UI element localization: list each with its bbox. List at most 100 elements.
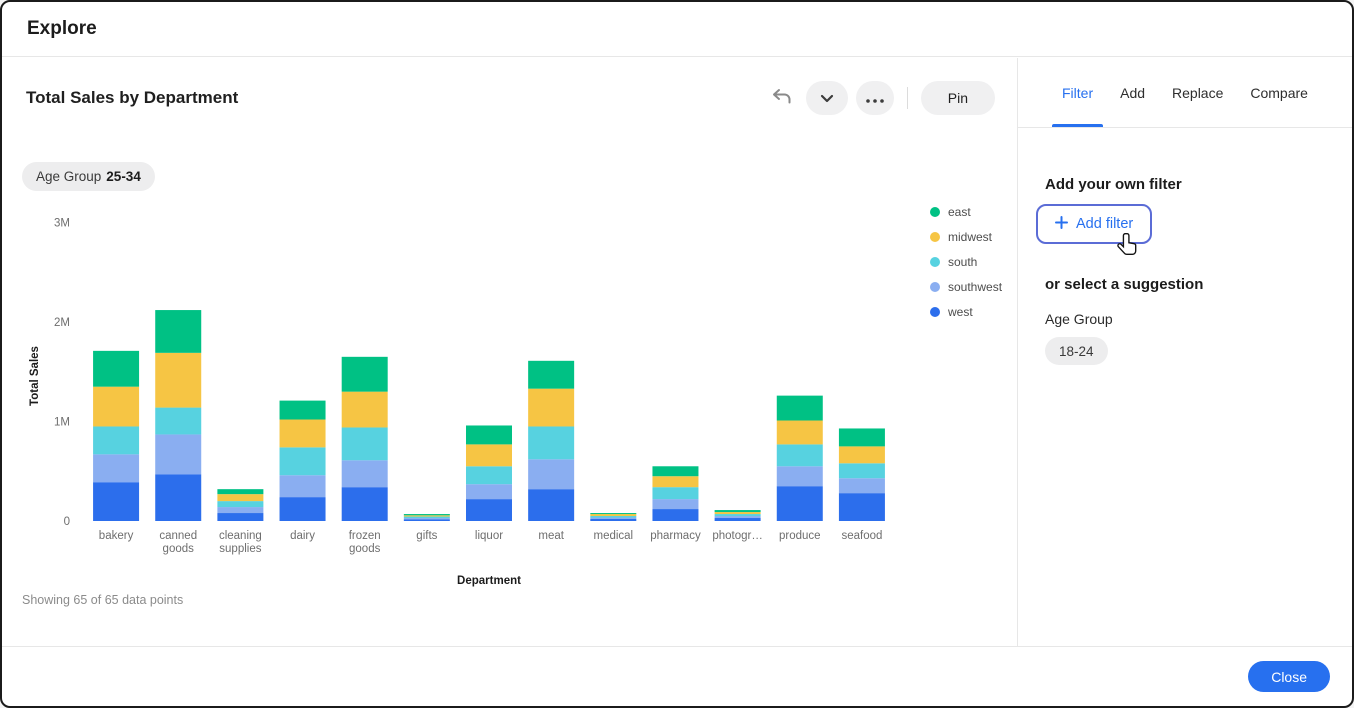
suggestion-group-label: Age Group — [1045, 311, 1113, 327]
bar-segment-south-photogr…[interactable] — [715, 514, 761, 516]
bar-segment-west-photogr…[interactable] — [715, 518, 761, 521]
bar-segment-east-dairy[interactable] — [280, 401, 326, 420]
bar-segment-east-pharmacy[interactable] — [652, 466, 698, 476]
bar-segment-east-seafood[interactable] — [839, 428, 885, 446]
bar-segment-west-medical[interactable] — [590, 519, 636, 521]
legend-item-west[interactable]: west — [930, 305, 1002, 319]
tab-add[interactable]: Add — [1120, 58, 1145, 127]
bar-segment-west-dairy[interactable] — [280, 497, 326, 521]
bar-segment-southwest-frozen goods[interactable] — [342, 460, 388, 487]
tab-compare[interactable]: Compare — [1250, 58, 1308, 127]
legend-item-east[interactable]: east — [930, 205, 1002, 219]
bar-segment-southwest-medical[interactable] — [590, 518, 636, 519]
bar-segment-midwest-dairy[interactable] — [280, 420, 326, 448]
bar-segment-midwest-photogr…[interactable] — [715, 512, 761, 514]
more-options-button[interactable] — [856, 81, 894, 115]
bar-segment-west-gifts[interactable] — [404, 520, 450, 521]
bar-segment-southwest-dairy[interactable] — [280, 475, 326, 497]
legend-item-south[interactable]: south — [930, 255, 1002, 269]
svg-text:pharmacy: pharmacy — [650, 530, 701, 542]
bar-segment-south-cleaning supplies[interactable] — [217, 501, 263, 507]
bar-segment-midwest-canned goods[interactable] — [155, 353, 201, 408]
bar-segment-south-pharmacy[interactable] — [652, 487, 698, 499]
bar-segment-midwest-meat[interactable] — [528, 389, 574, 427]
bar-segment-southwest-photogr…[interactable] — [715, 516, 761, 518]
bar-segment-southwest-cleaning supplies[interactable] — [217, 507, 263, 513]
bar-segment-southwest-liquor[interactable] — [466, 484, 512, 499]
bar-segment-south-gifts[interactable] — [404, 517, 450, 518]
undo-button[interactable] — [766, 81, 798, 115]
legend-label-south: south — [948, 255, 977, 269]
legend-item-southwest[interactable]: southwest — [930, 280, 1002, 294]
bar-segment-west-canned goods[interactable] — [155, 474, 201, 521]
bar-segment-south-frozen goods[interactable] — [342, 427, 388, 460]
bar-segment-southwest-produce[interactable] — [777, 466, 823, 486]
add-filter-button[interactable]: Add filter — [1036, 204, 1152, 244]
legend-label-midwest: midwest — [948, 230, 992, 244]
data-points-note: Showing 65 of 65 data points — [22, 593, 183, 607]
legend-label-east: east — [948, 205, 971, 219]
chevron-down-icon — [820, 91, 834, 106]
bar-segment-midwest-pharmacy[interactable] — [652, 476, 698, 487]
bar-segment-midwest-produce[interactable] — [777, 421, 823, 445]
bar-segment-west-cleaning supplies[interactable] — [217, 513, 263, 521]
viz-header: Total Sales by Department — [26, 78, 995, 118]
bar-segment-west-meat[interactable] — [528, 489, 574, 521]
svg-text:medical: medical — [593, 530, 633, 542]
bar-segment-southwest-seafood[interactable] — [839, 478, 885, 493]
tab-filter[interactable]: Filter — [1062, 58, 1093, 127]
svg-text:0: 0 — [64, 516, 70, 528]
bar-segment-west-bakery[interactable] — [93, 482, 139, 521]
bar-segment-south-dairy[interactable] — [280, 447, 326, 475]
bar-segment-midwest-liquor[interactable] — [466, 444, 512, 466]
bar-segment-west-frozen goods[interactable] — [342, 487, 388, 521]
bar-segment-south-produce[interactable] — [777, 444, 823, 466]
bar-segment-south-bakery[interactable] — [93, 426, 139, 454]
bar-segment-southwest-gifts[interactable] — [404, 518, 450, 519]
bar-segment-southwest-meat[interactable] — [528, 459, 574, 489]
bar-segment-east-canned goods[interactable] — [155, 310, 201, 353]
bar-segment-southwest-bakery[interactable] — [93, 454, 139, 482]
dialog-header: Explore — [2, 2, 1352, 57]
filter-panel: Filter Add Replace Compare Add your own … — [1017, 58, 1352, 646]
applied-filter-chip[interactable]: Age Group 25-34 — [22, 162, 155, 191]
bar-segment-east-frozen goods[interactable] — [342, 357, 388, 392]
bar-segment-midwest-bakery[interactable] — [93, 387, 139, 427]
bar-segment-east-photogr…[interactable] — [715, 510, 761, 512]
bar-segment-southwest-pharmacy[interactable] — [652, 499, 698, 509]
bar-segment-midwest-medical[interactable] — [590, 514, 636, 516]
ellipsis-icon — [866, 91, 884, 106]
suggestion-chip-18-24[interactable]: 18-24 — [1045, 337, 1108, 365]
panel-tabs: Filter Add Replace Compare — [1018, 58, 1352, 128]
close-button[interactable]: Close — [1248, 661, 1330, 692]
bar-segment-southwest-canned goods[interactable] — [155, 434, 201, 474]
bar-segment-south-canned goods[interactable] — [155, 408, 201, 435]
bar-segment-west-seafood[interactable] — [839, 493, 885, 521]
bar-segment-south-medical[interactable] — [590, 516, 636, 517]
bar-segment-east-meat[interactable] — [528, 361, 574, 389]
bar-segment-midwest-cleaning supplies[interactable] — [217, 494, 263, 501]
svg-text:Total Sales: Total Sales — [29, 346, 41, 406]
bar-segment-east-medical[interactable] — [590, 513, 636, 514]
expand-options-button[interactable] — [806, 81, 848, 115]
bar-segment-west-liquor[interactable] — [466, 499, 512, 521]
bar-segment-south-meat[interactable] — [528, 426, 574, 459]
bar-segment-east-bakery[interactable] — [93, 351, 139, 387]
svg-text:cleaning: cleaning — [219, 530, 262, 542]
bar-segment-midwest-gifts[interactable] — [404, 515, 450, 516]
bar-segment-east-liquor[interactable] — [466, 425, 512, 444]
bar-segment-east-gifts[interactable] — [404, 514, 450, 515]
bar-segment-midwest-seafood[interactable] — [839, 446, 885, 463]
bar-segment-east-cleaning supplies[interactable] — [217, 489, 263, 494]
legend-item-midwest[interactable]: midwest — [930, 230, 1002, 244]
bar-segment-south-liquor[interactable] — [466, 466, 512, 484]
bar-segment-south-seafood[interactable] — [839, 463, 885, 478]
bar-segment-west-pharmacy[interactable] — [652, 509, 698, 521]
tab-replace[interactable]: Replace — [1172, 58, 1223, 127]
bar-segment-west-produce[interactable] — [777, 486, 823, 521]
bar-segment-east-produce[interactable] — [777, 396, 823, 421]
explore-dialog: Explore Total Sales by Department — [0, 0, 1354, 708]
pin-button[interactable]: Pin — [921, 81, 995, 115]
chart-legend: east midwest south southwest west — [930, 205, 1002, 319]
bar-segment-midwest-frozen goods[interactable] — [342, 392, 388, 428]
